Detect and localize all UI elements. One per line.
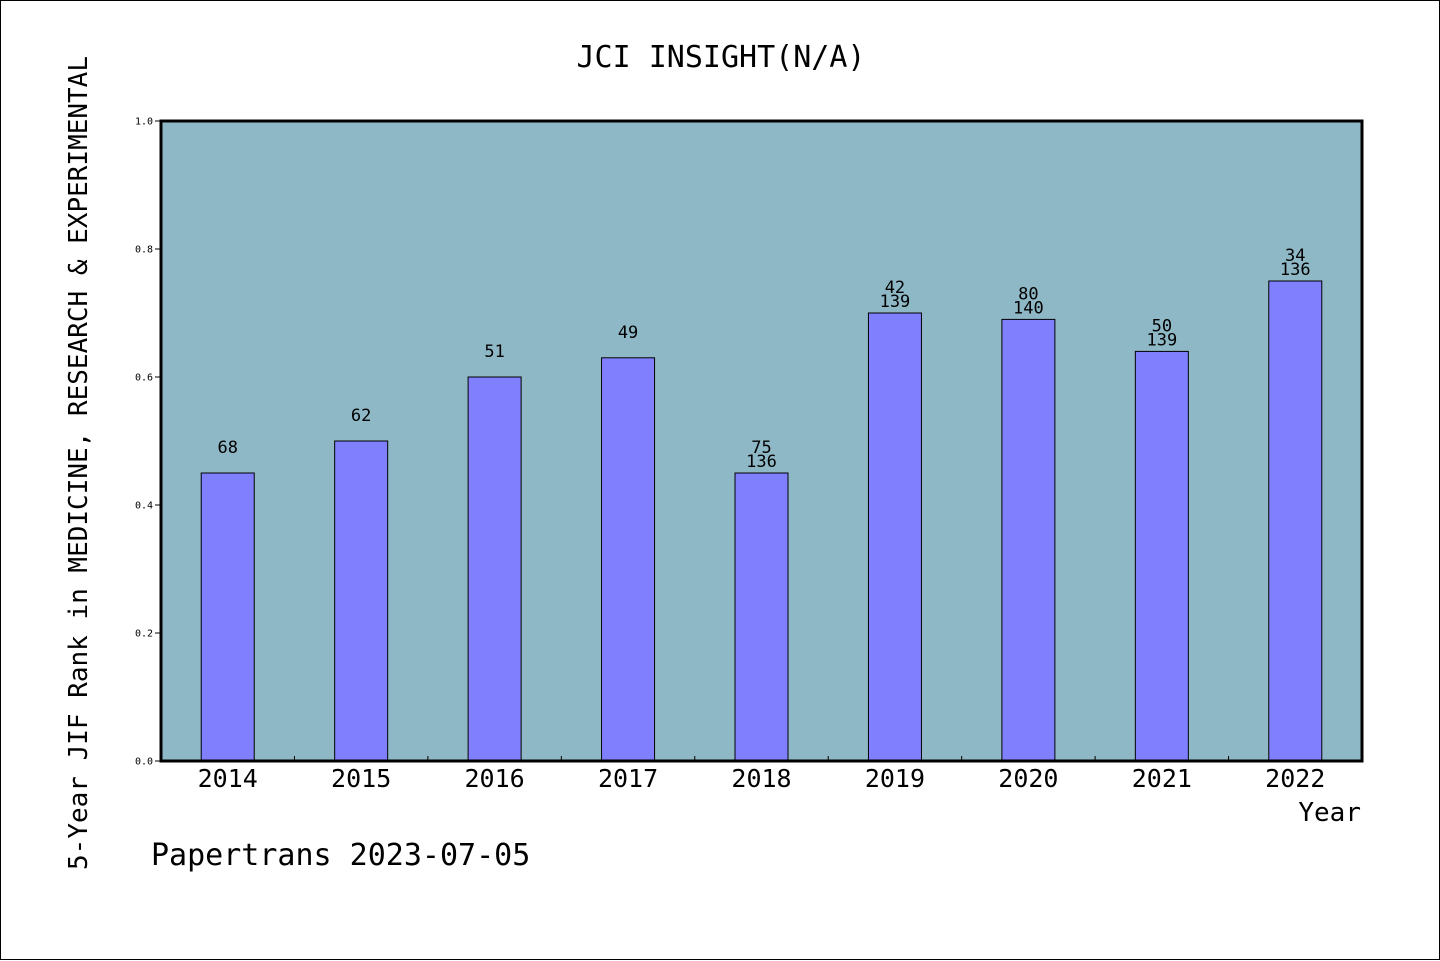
y-tick-label: 0.6 [135, 373, 153, 384]
x-tick-label: 2021 [1132, 764, 1192, 793]
bar [1001, 318, 1056, 762]
x-tick-label: 2020 [998, 764, 1058, 793]
bar [734, 472, 789, 762]
bar [467, 376, 522, 762]
x-tick-label: 2019 [865, 764, 925, 793]
plot-border [159, 119, 1364, 763]
data-label-rank: 50 [1152, 316, 1172, 336]
y-tick-label: 0.4 [135, 501, 153, 512]
bar [1268, 280, 1323, 762]
footer-text: Papertrans 2023-07-05 [151, 838, 530, 873]
y-tick-label: 0.0 [135, 757, 153, 768]
y-axis-label: 5-Year JIF Rank in MEDICINE, RESEARCH & … [64, 56, 94, 870]
data-label-rank: 34 [1285, 246, 1305, 266]
x-tick-label: 2015 [331, 764, 391, 793]
x-tick-label: 2016 [465, 764, 525, 793]
data-label-rank: 49 [618, 323, 638, 343]
bar [601, 357, 656, 762]
data-label-rank: 42 [885, 278, 905, 298]
x-tick-label: 2022 [1265, 764, 1325, 793]
data-label-total: 140 [1013, 298, 1044, 318]
data-label-rank: 75 [751, 438, 771, 458]
data-label-total: 139 [1146, 330, 1177, 350]
data-label-total: 136 [1280, 260, 1311, 280]
y-axis: 0.0 0.2 0.4 0.6 0.8 1.0 [135, 117, 161, 768]
x-tick-label: 2014 [198, 764, 258, 793]
data-label-total: 139 [880, 292, 911, 312]
data-label-rank: 68 [217, 438, 237, 458]
x-tick-label: 2017 [598, 764, 658, 793]
x-tick-label: 2018 [731, 764, 791, 793]
chart-title: JCI INSIGHT(N/A) [577, 40, 866, 75]
data-label-rank: 51 [484, 342, 504, 362]
x-axis: 2014 2015 2016 2017 2018 2019 2020 2021 2022 [198, 756, 1325, 793]
data-label-total: 136 [746, 452, 777, 472]
bar [200, 472, 255, 762]
bar [867, 312, 922, 762]
x-axis-label: Year [1298, 798, 1361, 828]
data-label-rank: 62 [351, 406, 371, 426]
bar [1134, 350, 1189, 762]
y-tick-label: 1.0 [135, 117, 153, 128]
y-tick-label: 0.8 [135, 245, 153, 256]
data-label-rank: 80 [1018, 284, 1038, 304]
y-tick-label: 0.2 [135, 629, 153, 640]
bar [334, 440, 389, 762]
